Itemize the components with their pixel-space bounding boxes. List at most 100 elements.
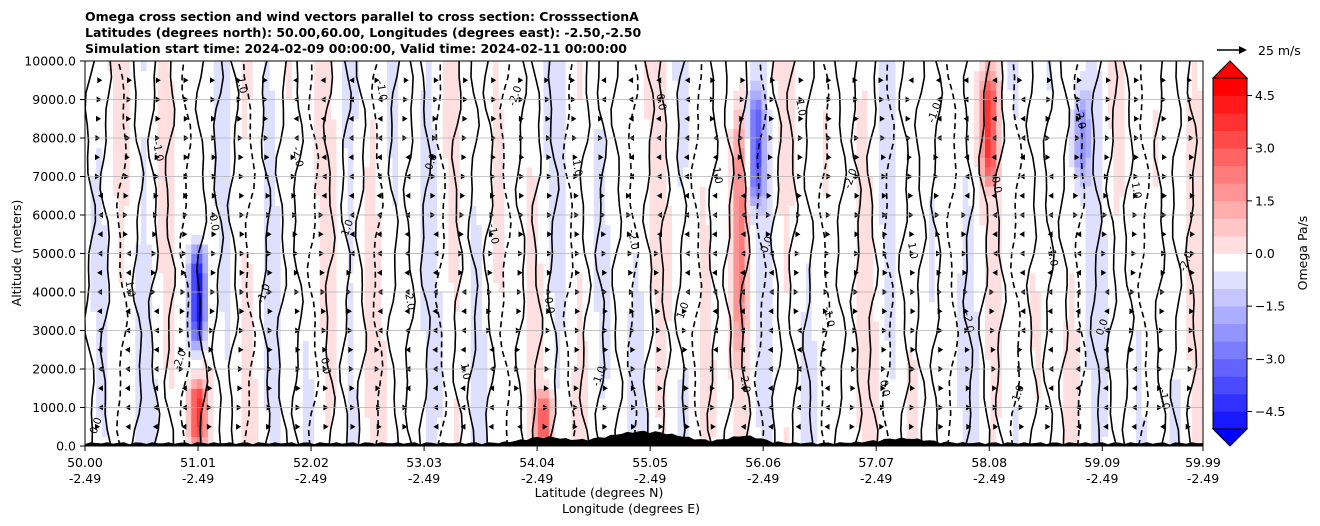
omega-cell (146, 234, 153, 245)
omega-cell (448, 436, 455, 446)
omega-cell (627, 388, 634, 399)
omega-cell (453, 311, 461, 322)
omega-cell (263, 417, 271, 428)
omega-cell (655, 118, 662, 129)
omega-cell (683, 407, 690, 418)
omega-cell (152, 147, 159, 158)
omega-cell (476, 195, 483, 206)
omega-cell (191, 330, 198, 341)
omega-cell (392, 234, 399, 245)
omega-cell (772, 118, 779, 129)
omega-cell (425, 205, 433, 216)
omega-cell (157, 311, 164, 322)
omega-cell (224, 109, 231, 120)
omega-cell (152, 292, 159, 303)
omega-cell (241, 320, 248, 332)
omega-cell (548, 118, 556, 129)
omega-cell (739, 61, 746, 72)
omega-cell (180, 70, 187, 81)
omega-cell (152, 378, 159, 389)
omega-cell (342, 320, 349, 332)
omega-cell (180, 359, 187, 370)
omega-cell (739, 301, 746, 312)
omega-cell (599, 417, 606, 428)
omega-cell (683, 70, 690, 81)
omega-cell (241, 311, 248, 322)
omega-cell (476, 70, 483, 81)
omega-cell (644, 292, 651, 303)
omega-cell (319, 70, 326, 81)
omega-cell (381, 426, 388, 437)
omega-cell (202, 253, 209, 264)
omega-cell (163, 292, 170, 303)
omega-cell (705, 80, 712, 91)
omega-cell (347, 176, 354, 187)
omega-cell (666, 388, 673, 399)
omega-cell (174, 186, 181, 197)
omega-cell (448, 61, 455, 72)
omega-cell (487, 292, 494, 303)
omega-cell (526, 320, 533, 332)
omega-cell (638, 311, 645, 322)
omega-cell (303, 215, 310, 226)
omega-cell (247, 89, 254, 101)
omega-cell (655, 359, 662, 370)
omega-cell (761, 157, 768, 168)
omega-cell (325, 330, 332, 341)
omega-cell (498, 186, 505, 197)
omega-cell (252, 243, 259, 255)
omega-cell (655, 349, 662, 360)
omega-cell (403, 138, 410, 149)
omega-cell (297, 70, 304, 81)
omega-cell (761, 166, 768, 178)
omega-cell (90, 311, 97, 322)
omega-cell (118, 349, 125, 360)
omega-cell (347, 272, 354, 283)
omega-cell (733, 224, 740, 235)
omega-cell (627, 186, 634, 197)
omega-cell (744, 89, 751, 101)
omega-cell (314, 234, 321, 245)
omega-cell (487, 243, 494, 255)
omega-cell (213, 301, 220, 312)
omega-cell (683, 118, 690, 129)
omega-cell (733, 99, 740, 110)
omega-cell (263, 147, 271, 158)
omega-cell (437, 359, 444, 370)
omega-cell (247, 263, 254, 274)
omega-cell (599, 253, 606, 264)
omega-cell (135, 128, 142, 139)
omega-cell (297, 195, 304, 206)
omega-cell (297, 272, 304, 283)
omega-cell (303, 128, 310, 139)
omega-cell (286, 301, 293, 312)
omega-cell (761, 224, 768, 235)
omega-cell (235, 205, 243, 216)
omega-cell (191, 253, 198, 264)
omega-cell (582, 369, 589, 380)
omega-cell (660, 253, 667, 264)
omega-cell (202, 407, 209, 418)
omega-cell (414, 99, 421, 110)
omega-cell (124, 118, 131, 129)
omega-cell (588, 397, 595, 409)
omega-cell (207, 378, 215, 389)
omega-cell (543, 243, 550, 255)
omega-cell (644, 147, 651, 158)
omega-cell (163, 417, 170, 428)
omega-cell (174, 80, 181, 91)
omega-cell (280, 195, 287, 206)
omega-cell (168, 243, 176, 255)
omega-cell (459, 176, 466, 187)
omega-cell (772, 388, 779, 399)
omega-cell (112, 397, 120, 409)
omega-cell (398, 369, 405, 380)
omega-cell (677, 147, 684, 158)
omega-cell (448, 176, 455, 187)
omega-cell (526, 70, 533, 81)
omega-cell (778, 407, 785, 418)
omega-cell (621, 397, 628, 409)
omega-cell (610, 224, 617, 235)
omega-cell (308, 243, 315, 255)
omega-cell (319, 157, 326, 168)
